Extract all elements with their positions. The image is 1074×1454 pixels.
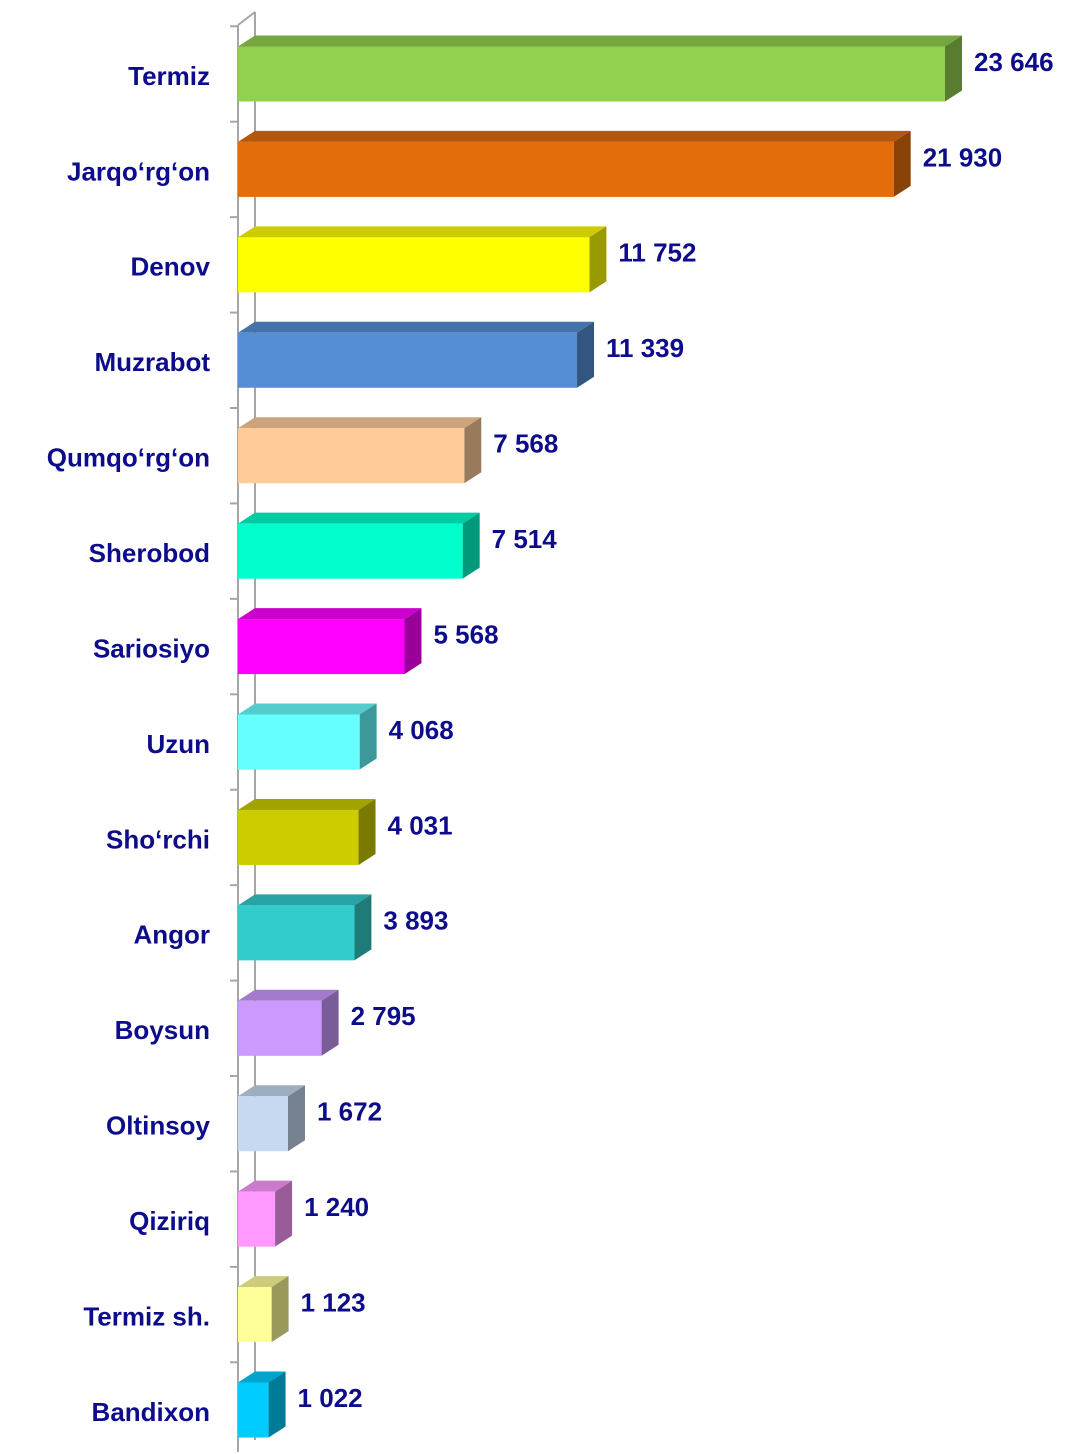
bar-top [238, 608, 422, 620]
bar-side [462, 512, 480, 579]
value-label: 1 123 [301, 1287, 366, 1317]
bar [238, 332, 578, 388]
category-label: Oltinsoy [106, 1111, 211, 1141]
bar-side [287, 1085, 305, 1152]
bar [238, 1191, 276, 1247]
category-label: Sariosiyo [93, 633, 210, 663]
bar-top [238, 1276, 289, 1288]
value-label: 2 795 [351, 1001, 416, 1031]
value-label: 4 068 [389, 715, 454, 745]
bar [238, 1096, 288, 1152]
bar-top [238, 1371, 286, 1383]
value-label: 21 930 [923, 142, 1003, 172]
value-label: 1 240 [304, 1192, 369, 1222]
category-label: Jarqo‘rg‘on [67, 156, 210, 186]
bar-top [238, 130, 911, 142]
value-label: 23 646 [974, 47, 1054, 77]
bar [238, 141, 894, 197]
bar-top [238, 35, 962, 47]
bar-top [238, 512, 480, 524]
value-label: 1 672 [317, 1097, 382, 1127]
value-label: 1 022 [298, 1383, 363, 1413]
bar-side [354, 894, 372, 961]
bar-top [238, 226, 607, 238]
bar-side [359, 703, 377, 770]
value-label: 3 893 [383, 906, 448, 936]
category-label: Bandixon [92, 1397, 210, 1427]
bar [238, 428, 465, 484]
value-label: 7 568 [493, 429, 558, 459]
bar [238, 714, 360, 770]
value-label: 5 568 [433, 619, 498, 649]
bar-side [268, 1371, 286, 1438]
bar [238, 523, 463, 579]
bar-top [238, 798, 376, 810]
bar-side [893, 130, 911, 197]
category-label: Sho‘rchi [106, 824, 210, 854]
value-label: 4 031 [388, 810, 453, 840]
bar-top [238, 703, 377, 715]
bar-side [275, 1180, 293, 1247]
value-label: 11 752 [618, 238, 696, 268]
bar-side [271, 1276, 289, 1343]
axis-wall-edge [237, 11, 256, 26]
category-label: Boysun [115, 1015, 210, 1045]
category-label: Qiziriq [129, 1206, 210, 1236]
bar-top [238, 989, 339, 1001]
bar [238, 1287, 272, 1343]
bar [238, 46, 945, 102]
bar-top [238, 321, 595, 333]
category-label: Sherobod [89, 538, 210, 568]
bar [238, 237, 590, 293]
bar [238, 809, 359, 865]
category-label: Angor [133, 920, 210, 950]
category-label: Muzrabot [94, 347, 210, 377]
bar-top [238, 1180, 293, 1192]
category-label: Qumqo‘rg‘on [47, 443, 210, 473]
bar-top [238, 894, 372, 906]
bar-side [589, 226, 607, 293]
bar [238, 905, 355, 961]
category-label: Termiz sh. [83, 1301, 210, 1331]
bar-top [238, 417, 482, 429]
bar [238, 1382, 269, 1438]
category-label: Termiz [128, 61, 210, 91]
bar-side [464, 417, 482, 484]
bar-top [238, 1085, 305, 1097]
value-label: 7 514 [492, 524, 558, 554]
bar-side [404, 608, 422, 675]
category-label: Uzun [146, 729, 210, 759]
bar-side [358, 798, 376, 865]
bar [238, 619, 405, 675]
category-label: Denov [131, 252, 211, 282]
value-label: 11 339 [606, 333, 684, 363]
bar-side [577, 321, 595, 388]
bar-side [945, 35, 962, 102]
bar-side [321, 989, 339, 1056]
bar [238, 1000, 322, 1056]
